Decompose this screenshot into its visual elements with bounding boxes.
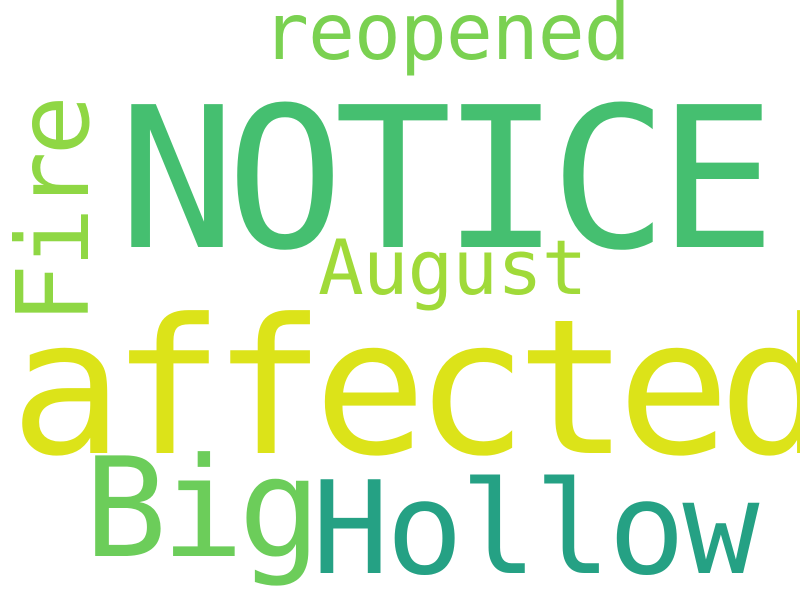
word-affected: affected (10, 279, 800, 498)
word-reopened: reopened (262, 0, 631, 78)
word-hollow: Hollow (312, 455, 759, 600)
word-notice: NOTICE (118, 66, 776, 294)
word-august: August (318, 223, 588, 312)
word-big: Big (84, 428, 321, 589)
word-fire: Fire (0, 99, 112, 324)
